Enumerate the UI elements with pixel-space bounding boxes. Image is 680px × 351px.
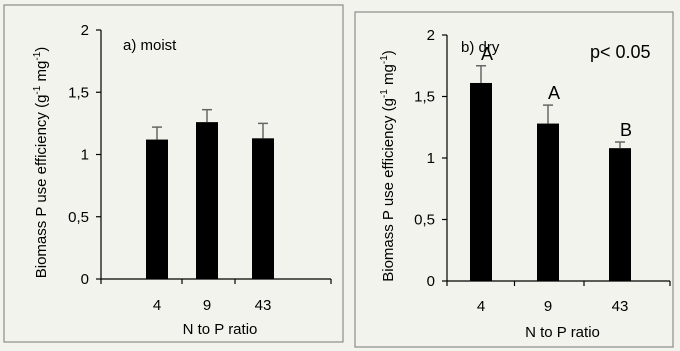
y-axis-title-part: mg xyxy=(380,64,397,89)
y-tick-label: 1,5 xyxy=(414,89,435,106)
y-tick-label: 0,5 xyxy=(414,212,435,229)
y-tick-label: 2 xyxy=(81,22,89,39)
x-axis-title: N to P ratio xyxy=(525,324,600,341)
significance-letter: A xyxy=(481,44,493,64)
panel-frame xyxy=(354,11,674,348)
significance-letter: A xyxy=(548,83,560,103)
y-axis-title-part: mg xyxy=(33,61,50,86)
y-axis-title-part: ) xyxy=(380,50,397,55)
y-axis-title-superscript: -1 xyxy=(379,89,390,98)
y-axis-title-part: Biomass P use efficiency (g xyxy=(380,98,397,282)
bar xyxy=(146,139,168,279)
y-axis-title-superscript: -1 xyxy=(32,51,43,60)
x-tick-label: 9 xyxy=(203,297,211,314)
bar xyxy=(196,122,218,279)
y-tick-label: 1,5 xyxy=(68,84,89,101)
y-tick-label: 1 xyxy=(427,150,435,167)
x-axis-title: N to P ratio xyxy=(183,321,258,338)
y-axis-title-superscript: -1 xyxy=(379,55,390,64)
x-tick-label: 43 xyxy=(255,297,272,314)
panel-b: 0 0,5 1 1,5 2 4 A 9 A 43 B N to P ratio Biomass P us… xyxy=(354,11,674,348)
y-tick-label: 2 xyxy=(427,27,435,44)
panel-title: b) dry xyxy=(461,39,500,56)
y-tick-label: 0 xyxy=(427,273,435,290)
bar xyxy=(609,148,631,281)
panel-a: 0 0,5 1 1,5 2 4 9 43 N to P ratio Biomass P use e… xyxy=(3,4,344,343)
bar xyxy=(537,123,559,281)
y-tick-label: 0 xyxy=(81,271,89,288)
y-axis-title: Biomass P use efficiency (g-1 mg-1) xyxy=(32,47,50,279)
y-axis-title-part: Biomass P use efficiency (g xyxy=(33,95,50,279)
x-tick-label: 4 xyxy=(153,297,161,314)
significance-letter: B xyxy=(620,120,632,140)
p-value-annotation: p< 0.05 xyxy=(590,42,651,62)
y-axis-title-part: ) xyxy=(33,47,50,52)
y-axis-title: Biomass P use efficiency (g-1 mg-1) xyxy=(379,50,397,282)
panel-frame xyxy=(3,4,344,343)
bar xyxy=(470,82,492,281)
x-tick-label: 43 xyxy=(612,298,629,315)
panel-title: a) moist xyxy=(123,37,177,54)
y-tick-label: 1 xyxy=(81,147,89,164)
y-axis-title-superscript: -1 xyxy=(32,85,43,94)
x-tick-label: 4 xyxy=(477,298,485,315)
y-tick-label: 0,5 xyxy=(68,209,89,226)
x-tick-label: 9 xyxy=(544,298,552,315)
bar xyxy=(252,138,274,279)
